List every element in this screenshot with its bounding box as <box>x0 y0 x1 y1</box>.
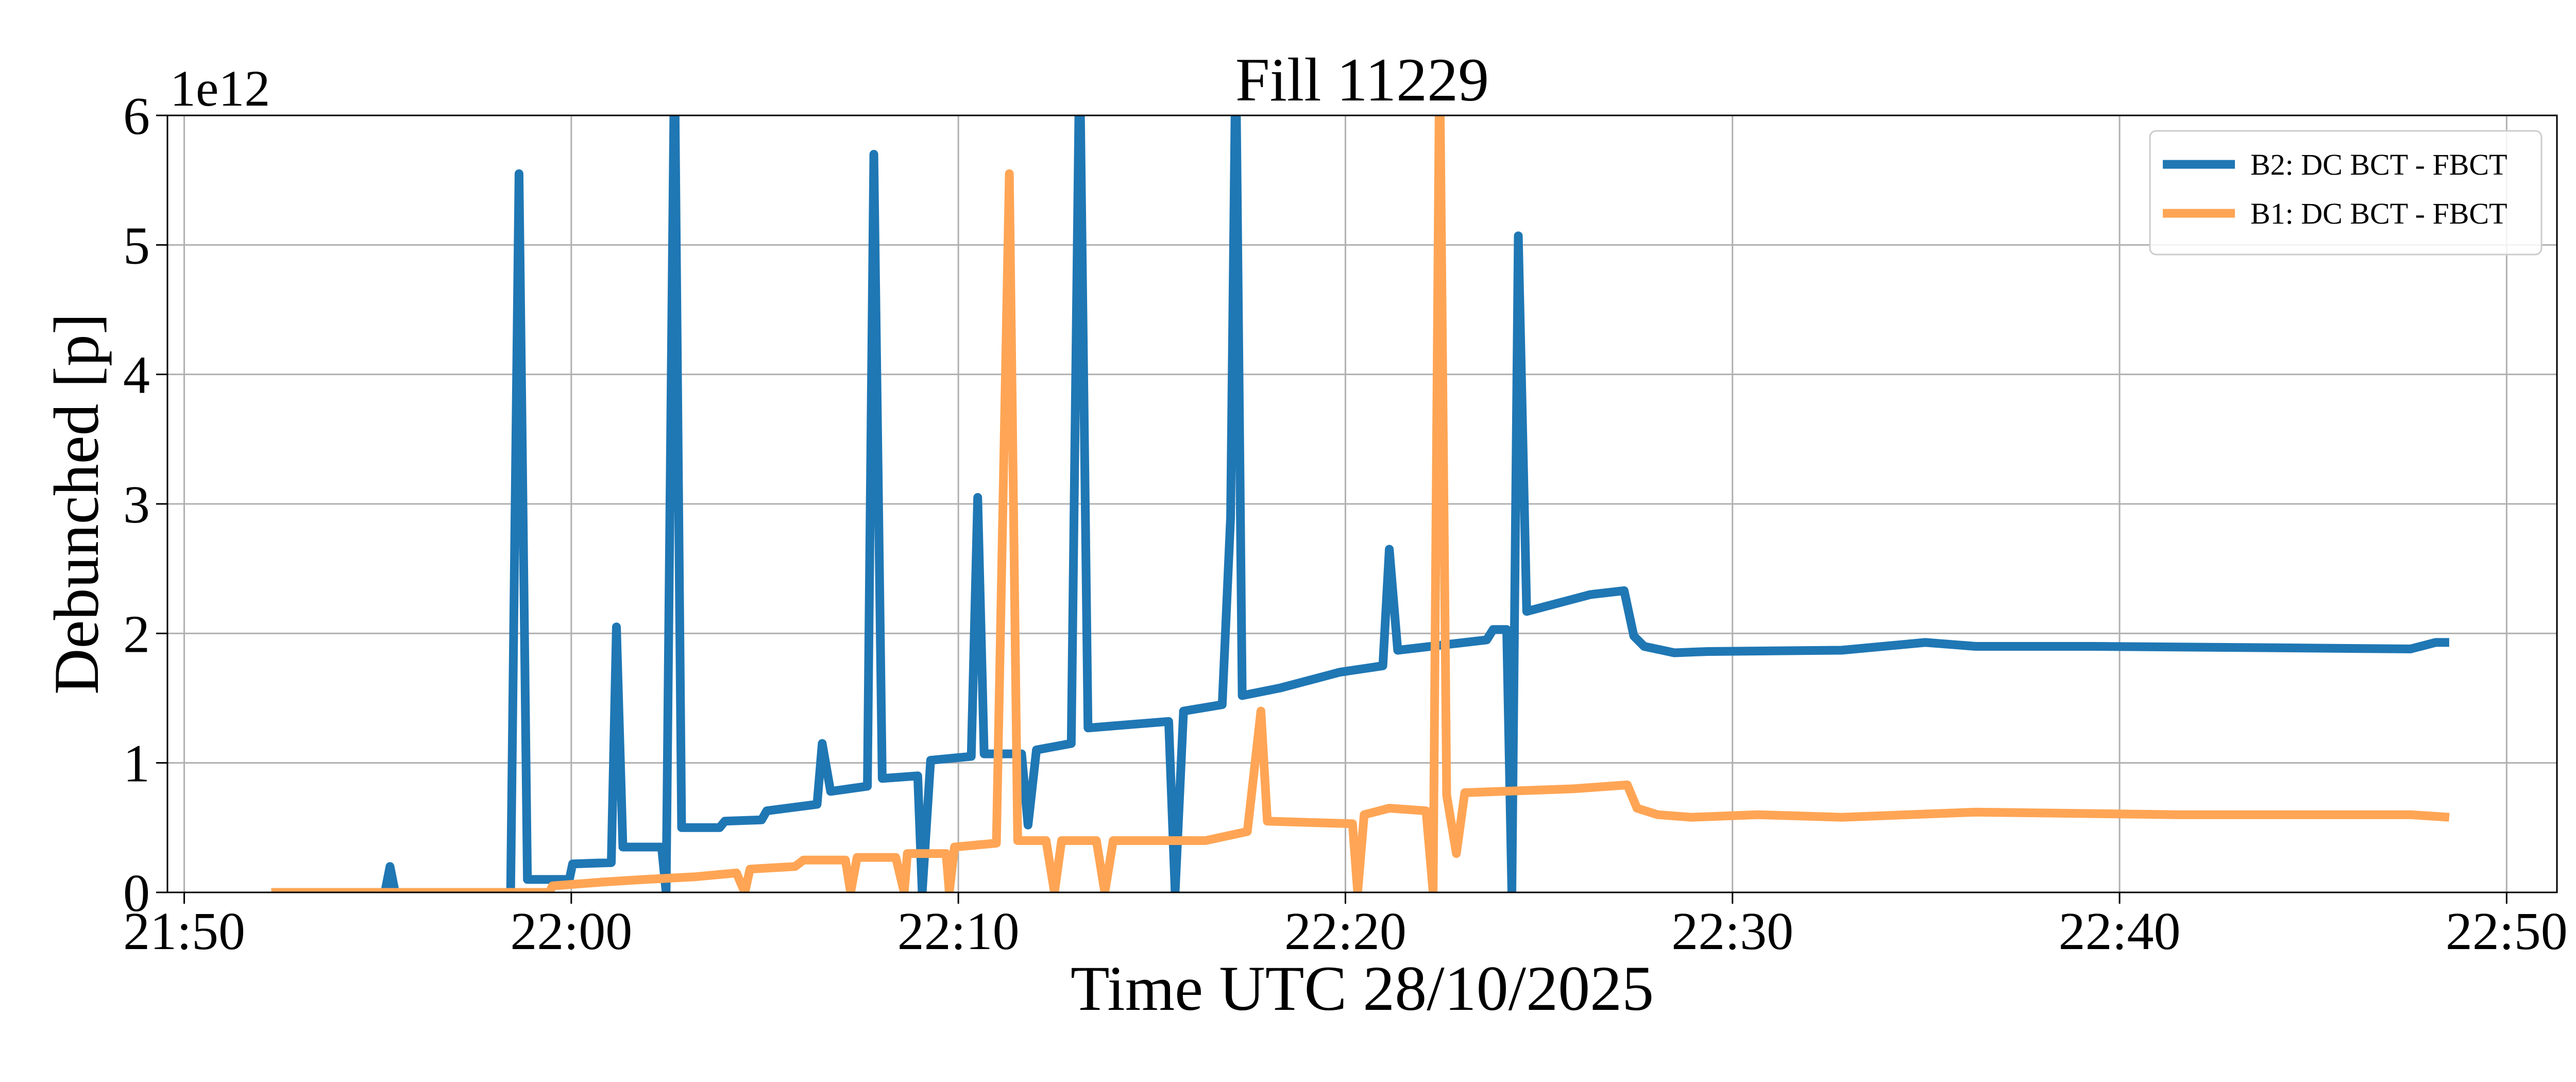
y-tick-label: 1 <box>123 734 150 793</box>
x-tick-label: 22:30 <box>1671 902 1793 961</box>
y-axis-label: Debunched [p] <box>41 313 112 695</box>
x-tick-label: 22:40 <box>2059 902 2181 961</box>
y-offset-label: 1e12 <box>170 60 270 117</box>
ticks: 21:50 22:00 22:10 22:20 22:30 22:40 22:50 0 1 2 3 4… <box>123 87 2568 961</box>
plot-area <box>271 115 2450 892</box>
y-tick-label: 4 <box>123 346 150 405</box>
y-tick-label: 0 <box>123 864 150 923</box>
x-tick-label: 22:20 <box>1284 902 1406 961</box>
series-line <box>271 115 2450 892</box>
y-tick-label: 5 <box>123 216 150 275</box>
legend-label: B2: DC BCT - FBCT <box>2250 148 2507 181</box>
x-tick-label: 22:00 <box>510 902 632 961</box>
legend-label: B1: DC BCT - FBCT <box>2250 197 2507 230</box>
y-tick-label: 6 <box>123 87 150 146</box>
legend: B2: DC BCT - FBCT B1: DC BCT - FBCT <box>2149 130 2543 256</box>
chart-title: Fill 11229 <box>1235 45 1489 114</box>
x-axis-label: Time UTC 28/10/2025 <box>1071 953 1654 1024</box>
x-tick-label: 22:10 <box>897 902 1020 961</box>
x-tick-label: 22:50 <box>2446 902 2568 961</box>
series-line <box>271 115 2449 892</box>
legend-box <box>2149 130 2543 256</box>
y-tick-label: 2 <box>123 604 150 664</box>
y-tick-label: 3 <box>123 475 150 534</box>
x-tick-label: 21:50 <box>123 902 245 961</box>
